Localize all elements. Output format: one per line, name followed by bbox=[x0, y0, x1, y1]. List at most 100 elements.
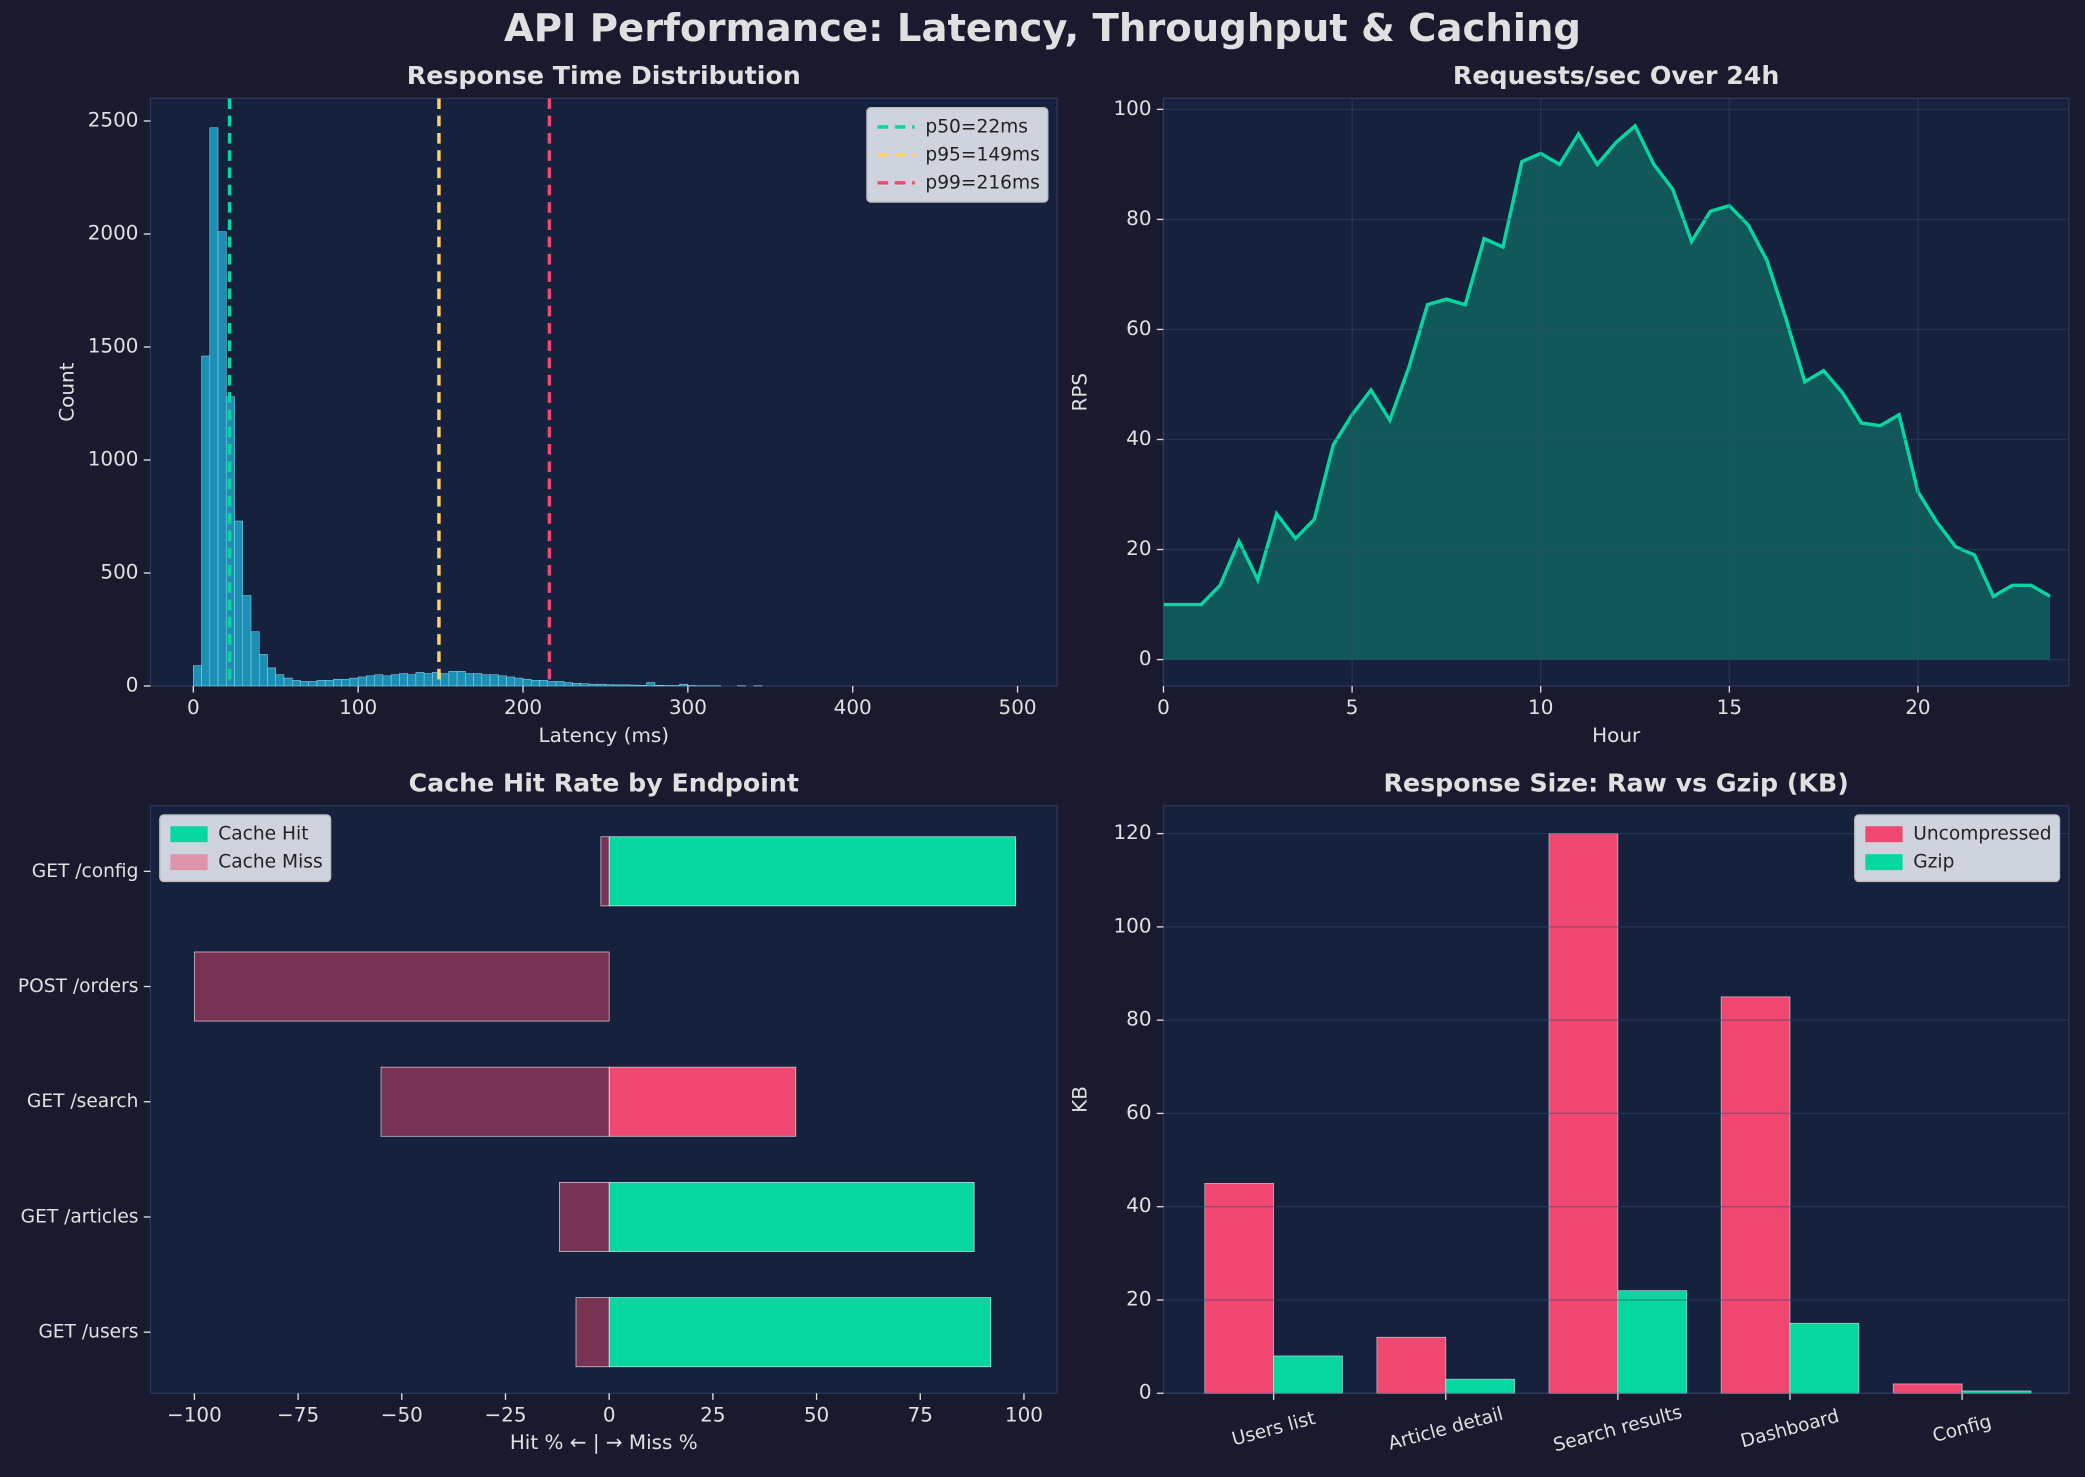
histogram-bar bbox=[596, 683, 606, 687]
x-tick-label: −50 bbox=[381, 1402, 423, 1426]
histogram-bar bbox=[498, 675, 507, 687]
y-tick-label: 1000 bbox=[88, 446, 139, 470]
x-tick-label: 0 bbox=[187, 695, 200, 719]
histogram-bar bbox=[242, 595, 252, 687]
legend-swatch bbox=[1865, 826, 1903, 843]
y-tick-label: POST /orders bbox=[18, 976, 139, 997]
x-tick-label: 500 bbox=[999, 695, 1037, 719]
bar bbox=[1789, 1322, 1860, 1394]
histogram-bar bbox=[300, 681, 309, 687]
histogram-bar bbox=[415, 672, 425, 687]
histogram-bar bbox=[193, 665, 202, 687]
area-fill bbox=[1163, 125, 2050, 660]
legend: Uncompressed Gzip bbox=[1854, 814, 2061, 883]
y-tick-label: 20 bbox=[1126, 536, 1151, 560]
histogram-bar bbox=[638, 685, 647, 687]
bar bbox=[1892, 1383, 1963, 1394]
histogram-bar bbox=[267, 667, 277, 687]
x-tick-label: 10 bbox=[1528, 695, 1553, 719]
histogram-bar bbox=[308, 681, 318, 687]
y-tick-label: 0 bbox=[126, 672, 139, 696]
bar bbox=[608, 1181, 975, 1252]
legend-label: Cache Miss bbox=[218, 852, 322, 873]
histogram-bar bbox=[613, 684, 623, 687]
bar bbox=[608, 836, 1017, 907]
bar bbox=[1720, 996, 1791, 1394]
x-tick-label: 75 bbox=[908, 1402, 933, 1426]
y-tick-label: 120 bbox=[1113, 820, 1151, 844]
histogram-bar bbox=[621, 684, 631, 687]
histogram-bar bbox=[201, 355, 211, 687]
histogram-bar bbox=[514, 677, 524, 687]
histogram-bar bbox=[341, 678, 351, 687]
histogram-bar bbox=[366, 675, 375, 687]
histogram-bar bbox=[605, 684, 614, 687]
y-tick-label: GET /users bbox=[38, 1322, 138, 1343]
histogram-bar bbox=[522, 678, 532, 687]
bar bbox=[194, 951, 610, 1022]
y-tick-label: 0 bbox=[1139, 1380, 1152, 1404]
bar bbox=[1617, 1290, 1688, 1394]
y-tick-label: GET /articles bbox=[21, 1206, 139, 1227]
histogram-bar bbox=[506, 676, 516, 687]
x-axis-label: Latency (ms) bbox=[539, 723, 670, 747]
y-tick-label: 60 bbox=[1126, 316, 1151, 340]
histogram-bar bbox=[382, 675, 392, 687]
x-tick-label: −75 bbox=[277, 1402, 319, 1426]
histogram-bar bbox=[473, 673, 483, 687]
y-tick-label: 60 bbox=[1126, 1100, 1151, 1124]
histogram-bar bbox=[258, 654, 268, 687]
y-tick-label: GET /search bbox=[27, 1091, 139, 1112]
y-tick-label: GET /config bbox=[32, 861, 139, 882]
y-tick-label: 0 bbox=[1139, 646, 1152, 670]
x-tick-label: 100 bbox=[339, 695, 377, 719]
histogram-bar bbox=[580, 683, 590, 687]
bar bbox=[380, 1066, 610, 1137]
histogram-bar bbox=[563, 682, 573, 687]
histogram-bar bbox=[209, 127, 219, 687]
histogram-bar bbox=[654, 685, 664, 687]
histogram-bar bbox=[291, 680, 301, 687]
x-axis-label: Hit % ← | → Miss % bbox=[510, 1430, 698, 1454]
bar bbox=[1548, 833, 1619, 1394]
legend-label: p50=22ms bbox=[925, 116, 1028, 137]
legend-swatch bbox=[1865, 854, 1903, 871]
legend-label: Cache Hit bbox=[218, 824, 308, 845]
figure-title: API Performance: Latency, Throughput & C… bbox=[504, 6, 1581, 51]
legend-label: p95=149ms bbox=[925, 144, 1039, 165]
plot-area bbox=[1162, 97, 2070, 687]
legend: Cache Hit Cache Miss bbox=[159, 814, 332, 883]
y-tick-label: 20 bbox=[1126, 1286, 1151, 1310]
y-axis-label: RPS bbox=[1068, 373, 1092, 412]
bar bbox=[608, 1066, 797, 1137]
y-tick-label: 2500 bbox=[88, 107, 139, 131]
histogram-bar bbox=[275, 674, 285, 687]
histogram-bar bbox=[530, 680, 540, 687]
y-axis-label: Count bbox=[55, 362, 79, 421]
x-tick-label: 0 bbox=[603, 1402, 616, 1426]
histogram-bar bbox=[423, 673, 433, 687]
histogram-bar bbox=[456, 671, 466, 687]
y-tick-label: 40 bbox=[1126, 426, 1151, 450]
histogram-bar bbox=[399, 673, 408, 687]
legend-box bbox=[1854, 814, 2061, 883]
histogram-bar bbox=[407, 674, 417, 687]
bar bbox=[600, 836, 610, 907]
histogram-bar bbox=[234, 520, 244, 687]
y-tick-label: 100 bbox=[1113, 913, 1151, 937]
histogram-bar bbox=[465, 673, 474, 687]
x-tick-label: 100 bbox=[1005, 1402, 1043, 1426]
legend-label: Gzip bbox=[1913, 852, 1954, 873]
bar bbox=[575, 1297, 610, 1368]
histogram-bar bbox=[448, 671, 458, 687]
histogram-bar bbox=[539, 680, 549, 687]
y-tick-label: 80 bbox=[1126, 206, 1151, 230]
legend-box bbox=[866, 107, 1049, 203]
histogram-bar bbox=[333, 678, 342, 687]
bar bbox=[1376, 1336, 1447, 1394]
histogram-bar bbox=[316, 680, 326, 687]
x-tick-label: 0 bbox=[1157, 695, 1170, 719]
line bbox=[1163, 123, 2051, 607]
bar bbox=[1961, 1390, 2032, 1394]
